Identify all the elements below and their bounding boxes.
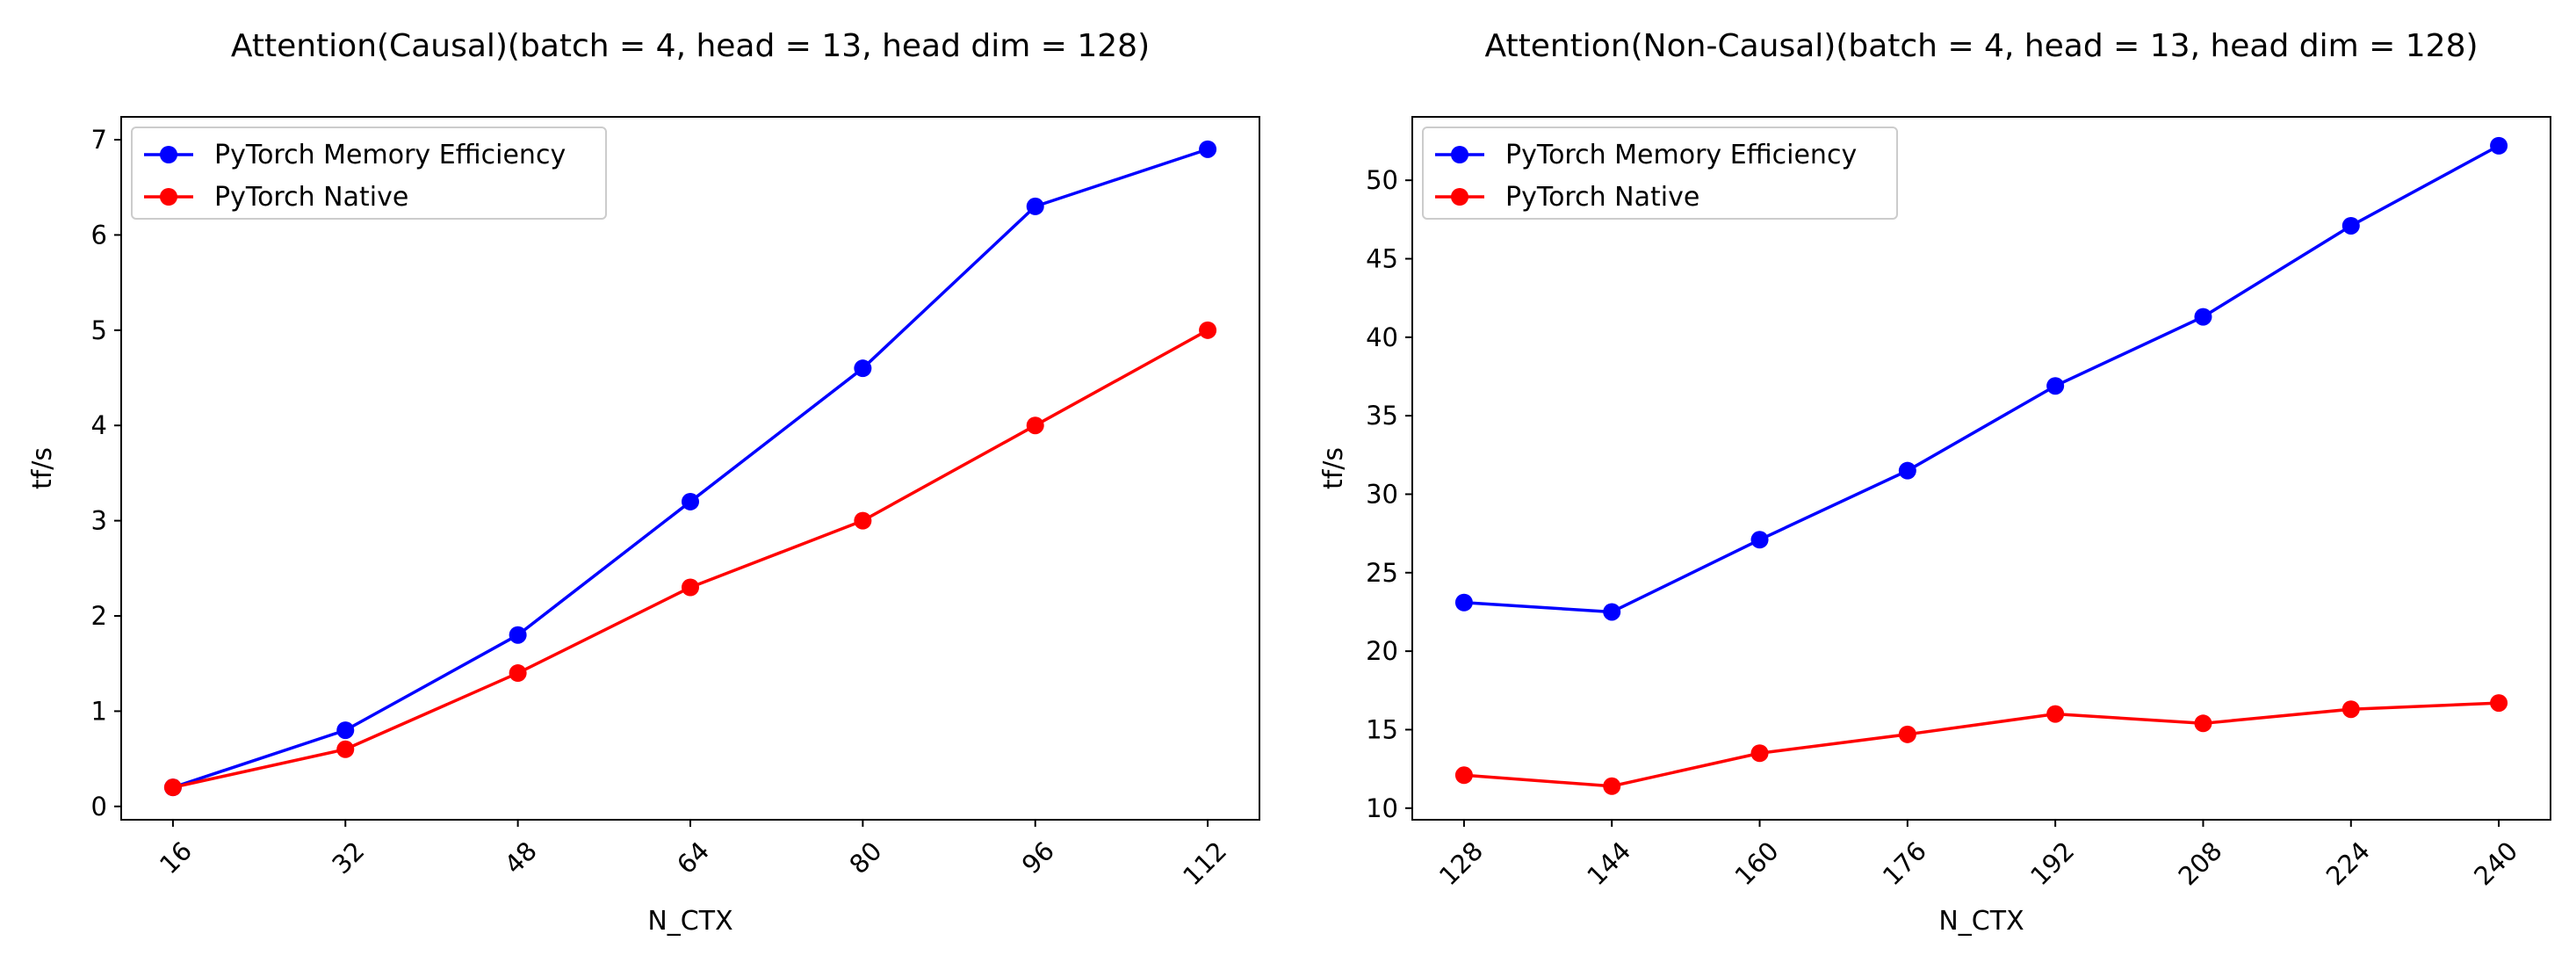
y-tick-label: 2 [91, 601, 107, 631]
series-1 [163, 140, 1217, 797]
x-tick-label: 96 [1016, 836, 1060, 880]
data-point [163, 778, 182, 797]
data-point [1603, 777, 1621, 795]
x-tick-label: 192 [2024, 836, 2080, 891]
legend-marker [1451, 188, 1468, 206]
data-point [2341, 700, 2360, 719]
y-tick-label: 25 [1366, 558, 1398, 588]
data-point [2046, 377, 2065, 395]
y-tick-label: 30 [1366, 479, 1398, 509]
data-point [2490, 694, 2508, 713]
data-point [2490, 136, 2508, 155]
y-tick-label: 5 [91, 315, 107, 345]
data-point [1026, 416, 1044, 435]
data-point [1898, 461, 1916, 480]
x-tick-label: 112 [1177, 836, 1232, 891]
y-tick-label: 1 [91, 696, 107, 726]
y-tick-label: 45 [1366, 244, 1398, 274]
x-tick-label: 160 [1729, 836, 1785, 891]
x-tick-label: 32 [326, 836, 370, 880]
x-tick-label: 208 [2172, 836, 2227, 891]
series-2 [163, 321, 1217, 797]
series-line [172, 148, 1209, 789]
data-point [2194, 714, 2212, 733]
legend-label: PyTorch Native [214, 182, 408, 213]
data-point [1603, 603, 1621, 621]
y-tick-label: 7 [91, 125, 107, 155]
y-tick-label: 10 [1366, 793, 1398, 823]
data-point [682, 578, 699, 597]
y-tick-label: 6 [91, 220, 107, 250]
legend: PyTorch Memory Efficiency PyTorch Native [131, 127, 607, 220]
legend-label: PyTorch Native [1505, 182, 1699, 213]
x-tick-label: 80 [843, 836, 887, 880]
data-point [336, 721, 355, 740]
legend-marker [160, 146, 177, 163]
data-point [336, 740, 355, 758]
x-axis-label: N_CTX [1938, 906, 2024, 937]
y-tick-label: 4 [91, 410, 107, 440]
y-axis-label: tf/s [27, 447, 58, 489]
legend-label: PyTorch Memory Efficiency [1505, 140, 1857, 170]
x-tick-label: 48 [499, 836, 543, 880]
legend-label: PyTorch Memory Efficiency [214, 140, 566, 170]
series-line [1463, 701, 2500, 788]
series-1 [1454, 136, 2508, 621]
data-point [509, 664, 527, 683]
data-point [1750, 531, 1769, 549]
plot-area [120, 116, 1260, 821]
x-tick-label: 128 [1433, 836, 1489, 891]
x-tick-label: 176 [1877, 836, 1932, 891]
legend: PyTorch Memory Efficiency PyTorch Native [1422, 127, 1898, 220]
data-point [2194, 308, 2212, 326]
y-tick-label: 15 [1366, 714, 1398, 744]
data-point [1750, 744, 1769, 763]
data-point [1898, 725, 1916, 743]
legend-box [131, 127, 607, 220]
data-point [1454, 766, 1473, 785]
data-point [2341, 216, 2360, 235]
data-point [1199, 321, 1217, 339]
chart-2: Attention(Non-Causal)(batch = 4, head = … [1318, 28, 2551, 937]
y-tick-label: 35 [1366, 401, 1398, 431]
y-tick-label: 40 [1366, 322, 1398, 352]
series-line [1463, 144, 2500, 614]
plot-area [1411, 116, 2551, 821]
chart-title: Attention(Causal)(batch = 4, head = 13, … [231, 28, 1150, 64]
data-point [854, 359, 872, 378]
data-point [2046, 705, 2065, 723]
data-point [854, 511, 872, 530]
data-point [1026, 197, 1044, 215]
legend-box [1422, 127, 1898, 220]
x-tick-label: 240 [2468, 836, 2523, 891]
legend-marker [160, 188, 177, 206]
series-line [172, 329, 1209, 789]
data-point [1199, 140, 1217, 158]
y-tick-label: 50 [1366, 165, 1398, 195]
x-tick-label: 224 [2320, 836, 2376, 891]
data-point [509, 626, 527, 644]
x-axis-label: N_CTX [647, 906, 732, 937]
chart-1: Attention(Causal)(batch = 4, head = 13, … [27, 28, 1260, 937]
y-tick-label: 3 [91, 506, 107, 536]
data-point [1454, 593, 1473, 612]
x-tick-label: 144 [1581, 836, 1636, 891]
legend-marker [1451, 146, 1468, 163]
y-axis-label: tf/s [1318, 447, 1349, 489]
chart-title: Attention(Non-Causal)(batch = 4, head = … [1484, 28, 2478, 64]
x-tick-label: 64 [671, 836, 715, 880]
y-tick-label: 20 [1366, 636, 1398, 666]
y-tick-label: 0 [91, 792, 107, 822]
x-tick-label: 16 [154, 836, 198, 880]
data-point [682, 492, 699, 510]
series-2 [1454, 694, 2508, 795]
